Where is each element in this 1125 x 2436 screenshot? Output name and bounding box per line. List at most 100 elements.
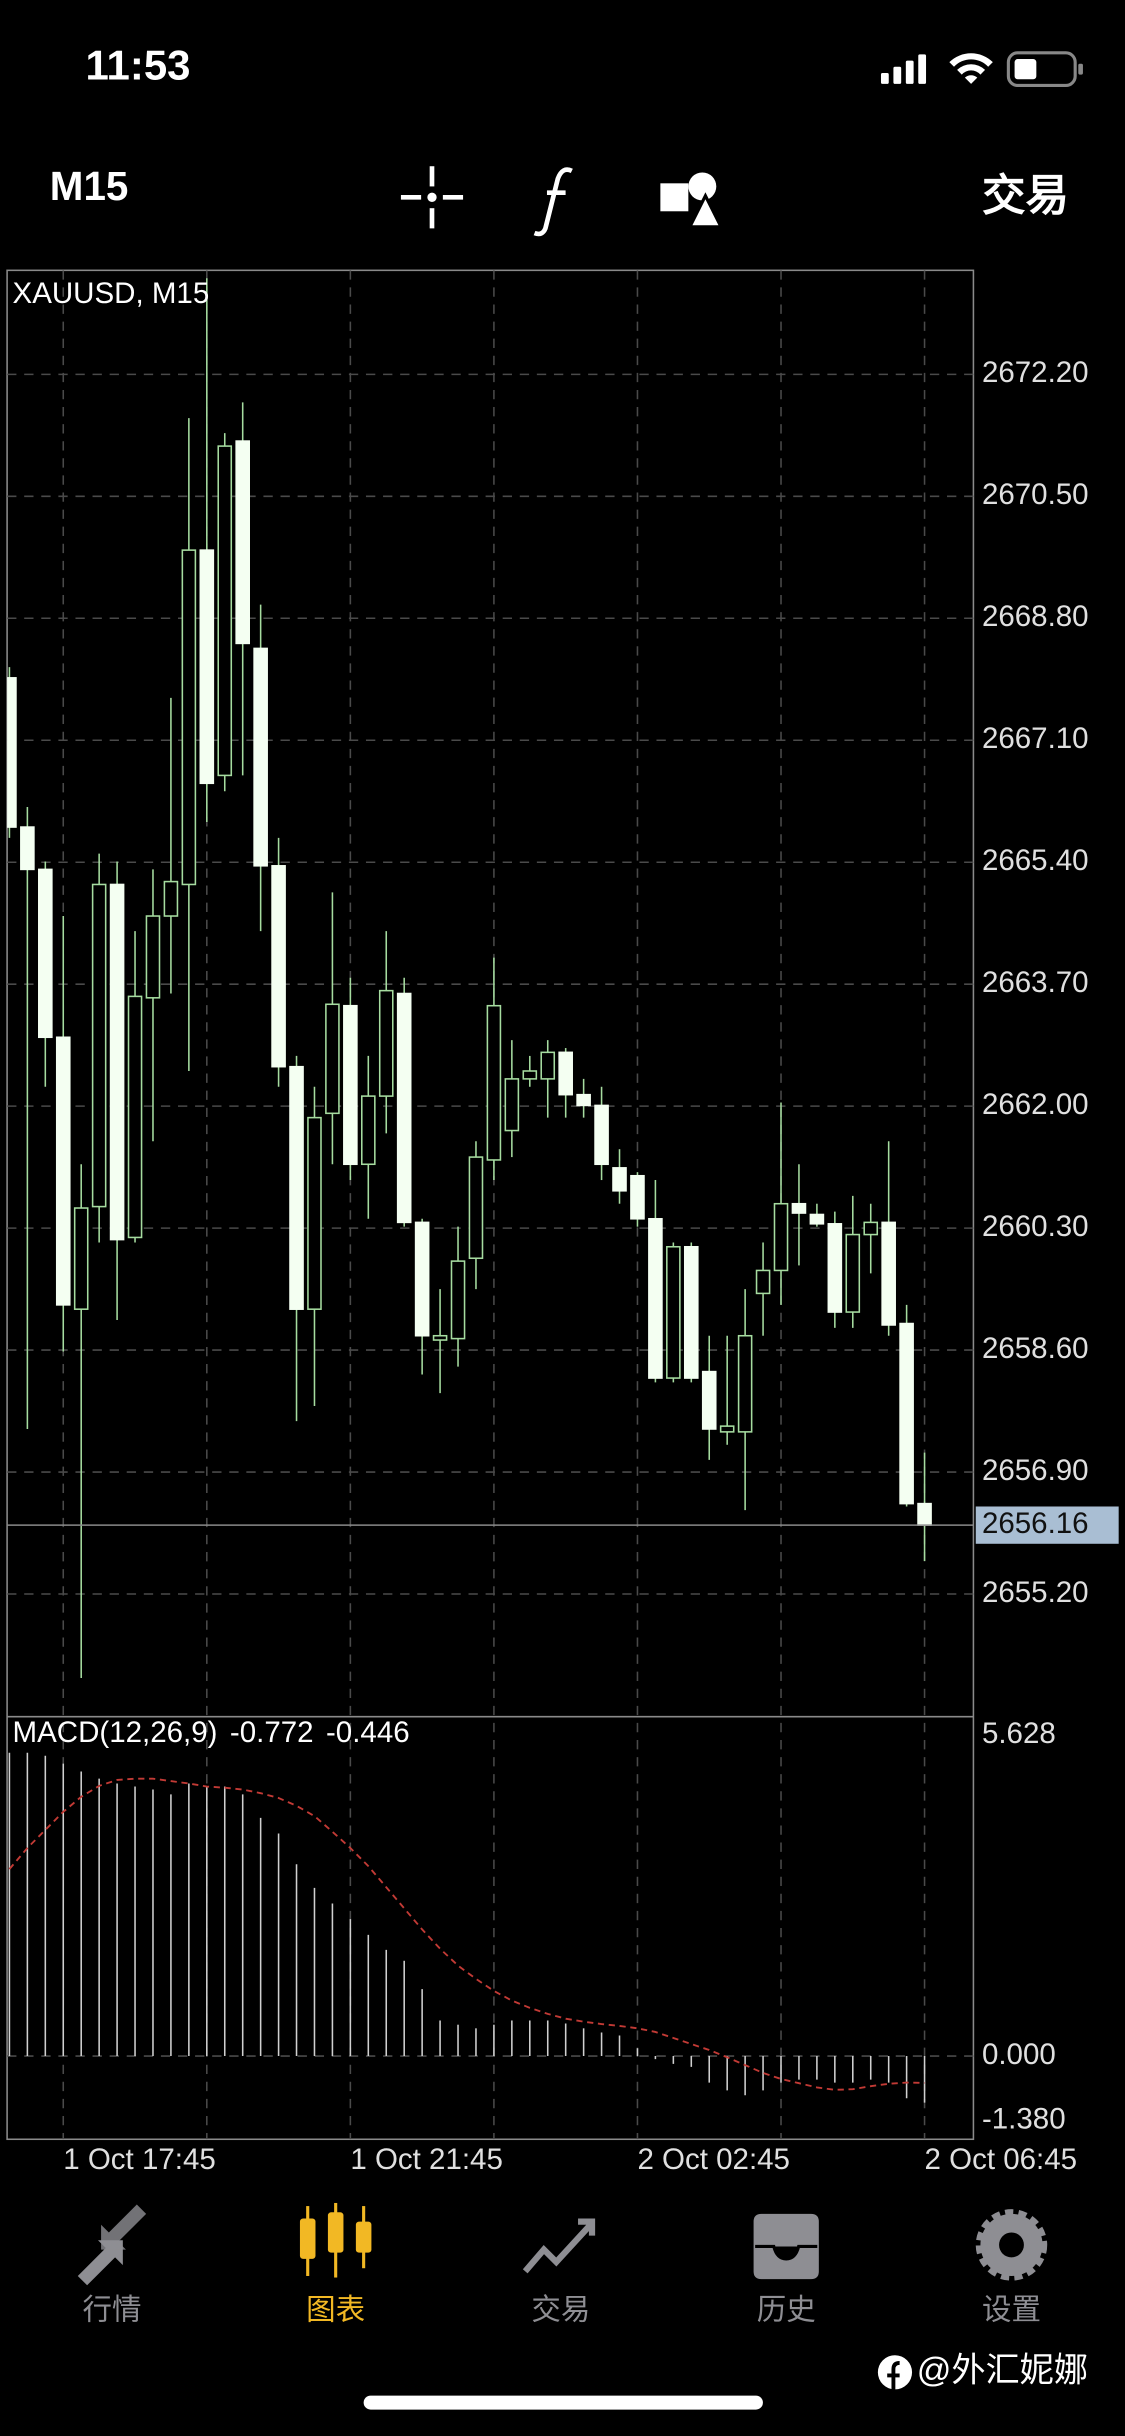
candle-body <box>594 1104 609 1166</box>
candle-body <box>755 1269 771 1295</box>
candle-body <box>917 1502 932 1526</box>
tab-bar: 行情 图表 交易 历史 设置 <box>82 2294 1041 2327</box>
candle-body <box>737 1334 753 1433</box>
y-tick-label: 2656.90 <box>982 1454 1089 1487</box>
candle-body <box>181 549 197 886</box>
candle-body <box>109 883 125 1241</box>
status-icons <box>880 51 1083 87</box>
candle-body <box>289 1065 304 1310</box>
tab-icons <box>77 2202 1048 2286</box>
candle-body <box>432 1334 448 1341</box>
tab-label[interactable]: 历史 <box>757 2294 816 2327</box>
candle-body <box>73 1207 89 1310</box>
plot-area <box>7 270 974 2140</box>
candle-body <box>325 1003 340 1115</box>
candle-body <box>361 1095 376 1166</box>
y-tick-label: 2667.10 <box>982 722 1089 755</box>
candle-body <box>540 1051 556 1080</box>
y-tick-label: 2668.80 <box>982 600 1089 633</box>
candle-body <box>648 1218 663 1379</box>
history-icon[interactable] <box>750 2210 822 2283</box>
candle-body <box>235 440 250 645</box>
home-indicator <box>363 2395 763 2410</box>
tab-label[interactable]: 图表 <box>306 2294 365 2327</box>
candle-body <box>863 1221 879 1236</box>
settings-icon[interactable] <box>975 2209 1048 2281</box>
candle-body <box>666 1245 681 1379</box>
candle-body <box>683 1245 699 1379</box>
candle-body <box>55 1036 71 1306</box>
macd-signal <box>8 1777 925 2091</box>
last-price-box <box>975 1506 1119 1544</box>
crosshair-icon[interactable] <box>400 166 464 229</box>
y-tick-label: 2662.00 <box>982 1088 1089 1121</box>
candle-body <box>881 1221 896 1326</box>
y-tick-label: 2660.30 <box>982 1210 1089 1243</box>
y-tick-label: 2670.50 <box>982 478 1089 511</box>
candle-body <box>450 1260 466 1340</box>
candle-body <box>576 1093 591 1107</box>
indicator-icon[interactable] <box>533 167 573 237</box>
tab-label[interactable]: 交易 <box>531 2294 590 2327</box>
macd-tick-label: 0.000 <box>982 2038 1056 2071</box>
macd-label-part: -0.446 <box>326 1716 410 1749</box>
y-tick-label: 2672.20 <box>982 356 1089 389</box>
candle-body <box>307 1116 322 1310</box>
candle-body <box>217 445 233 777</box>
macd-label-part: MACD(12,26,9) <box>13 1716 218 1749</box>
candle-body <box>827 1223 843 1313</box>
candle-body <box>468 1156 484 1260</box>
trade-icon[interactable] <box>522 2218 596 2274</box>
macd-label-part: -0.772 <box>230 1716 314 1749</box>
macd-tick-label: -1.380 <box>982 2102 1066 2135</box>
timeframe[interactable]: M15 <box>50 163 129 209</box>
x-tick-label: 1 Oct 17:45 <box>63 2143 216 2176</box>
candle-body <box>486 1004 502 1161</box>
candle-body <box>522 1070 538 1080</box>
candle-body <box>91 883 107 1208</box>
chart-icon[interactable] <box>299 2202 372 2278</box>
candle-body <box>414 1221 430 1337</box>
macd-tick-label: 5.628 <box>982 1717 1056 1750</box>
watermark-icon <box>877 2355 913 2391</box>
candle-body <box>701 1370 717 1430</box>
candle-body <box>809 1213 825 1225</box>
tab-label[interactable]: 行情 <box>82 2294 141 2327</box>
candle-body <box>378 989 394 1097</box>
candle-body <box>558 1051 573 1096</box>
y-tick-label: 2665.40 <box>982 844 1089 877</box>
candle-body <box>253 647 268 867</box>
macd-label: MACD(12,26,9) -0.772 -0.446 <box>13 1716 410 1749</box>
candle-body <box>7 677 17 828</box>
tab-label[interactable]: 设置 <box>982 2294 1041 2327</box>
candle-body <box>271 865 286 1068</box>
candle-body <box>145 915 161 999</box>
candle-body <box>199 549 215 785</box>
x-tick-label: 1 Oct 21:45 <box>350 2143 503 2176</box>
axes: 2672.20 2670.50 2668.80 2667.10 2665.40 2663.… <box>13 356 1119 2176</box>
candle-body <box>630 1174 645 1220</box>
candle-body <box>845 1233 861 1313</box>
candle-body <box>612 1167 627 1192</box>
y-tick-label: 2663.70 <box>982 966 1089 999</box>
candle-body <box>343 1004 358 1166</box>
status-time: 11:53 <box>86 41 191 88</box>
candle-body <box>504 1078 520 1132</box>
quotes-icon[interactable] <box>77 2204 147 2286</box>
objects-icon[interactable] <box>660 172 724 229</box>
candle-body <box>899 1322 914 1505</box>
chart-title: XAUUSD, M15 <box>13 277 210 310</box>
trade-button[interactable]: 交易 <box>982 172 1069 220</box>
candle-body <box>773 1202 789 1272</box>
y-tick-label: 2655.20 <box>982 1576 1089 1609</box>
y-tick-label: 2658.60 <box>982 1332 1089 1365</box>
x-tick-label: 2 Oct 06:45 <box>925 2143 1078 2176</box>
x-tick-label: 2 Oct 02:45 <box>637 2143 790 2176</box>
candle-body <box>127 995 143 1239</box>
candle-body <box>20 826 35 871</box>
chart-frame <box>6 269 975 2141</box>
candle-body <box>38 868 53 1039</box>
candle-body <box>719 1425 735 1433</box>
